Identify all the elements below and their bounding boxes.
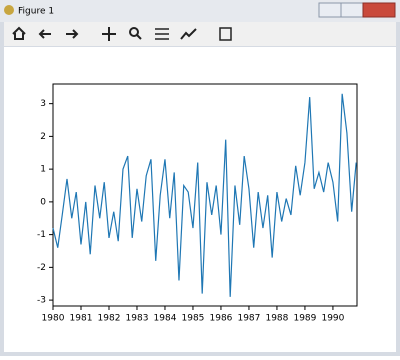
configure-button[interactable]: [155, 28, 169, 40]
pan-button[interactable]: [102, 27, 116, 41]
toolbar: [4, 22, 396, 46]
x-tick-label: 1986: [210, 314, 233, 324]
y-tick-label: 2: [40, 132, 46, 142]
y-tick-label: 1: [40, 165, 46, 175]
x-tick-label: 1989: [293, 314, 316, 324]
x-tick-label: 1980: [42, 314, 65, 324]
data-line: [52, 93, 357, 297]
minimize-button[interactable]: [318, 2, 342, 18]
toolbar-icons: [12, 26, 232, 41]
x-tick-label: 1982: [98, 314, 121, 324]
x-tick-label: 1985: [182, 314, 205, 324]
y-tick-label: 3: [40, 99, 46, 109]
close-button[interactable]: [362, 2, 396, 18]
y-tick-label: 0: [40, 197, 46, 207]
y-tick-label: -1: [37, 230, 46, 240]
edit-button[interactable]: [180, 28, 197, 40]
title-bar: [0, 0, 400, 22]
window-title: Figure 1: [18, 7, 54, 17]
save-button[interactable]: [219, 27, 232, 41]
x-tick-label: 1990: [321, 314, 344, 324]
forward-button[interactable]: [66, 29, 79, 39]
x-tick-label: 1984: [154, 314, 177, 324]
app-icon: [4, 5, 14, 15]
axes-frame: [52, 83, 358, 307]
y-tick-label: -3: [37, 296, 46, 306]
maximize-button[interactable]: [340, 2, 364, 18]
x-tick-label: 1987: [237, 314, 260, 324]
x-tick-label: 1988: [265, 314, 288, 324]
back-button[interactable]: [38, 29, 51, 39]
y-tick-label: -2: [37, 263, 46, 273]
home-button[interactable]: [12, 26, 26, 40]
x-tick-label: 1983: [126, 314, 149, 324]
x-tick-label: 1981: [70, 314, 93, 324]
zoom-button[interactable]: [129, 27, 142, 40]
